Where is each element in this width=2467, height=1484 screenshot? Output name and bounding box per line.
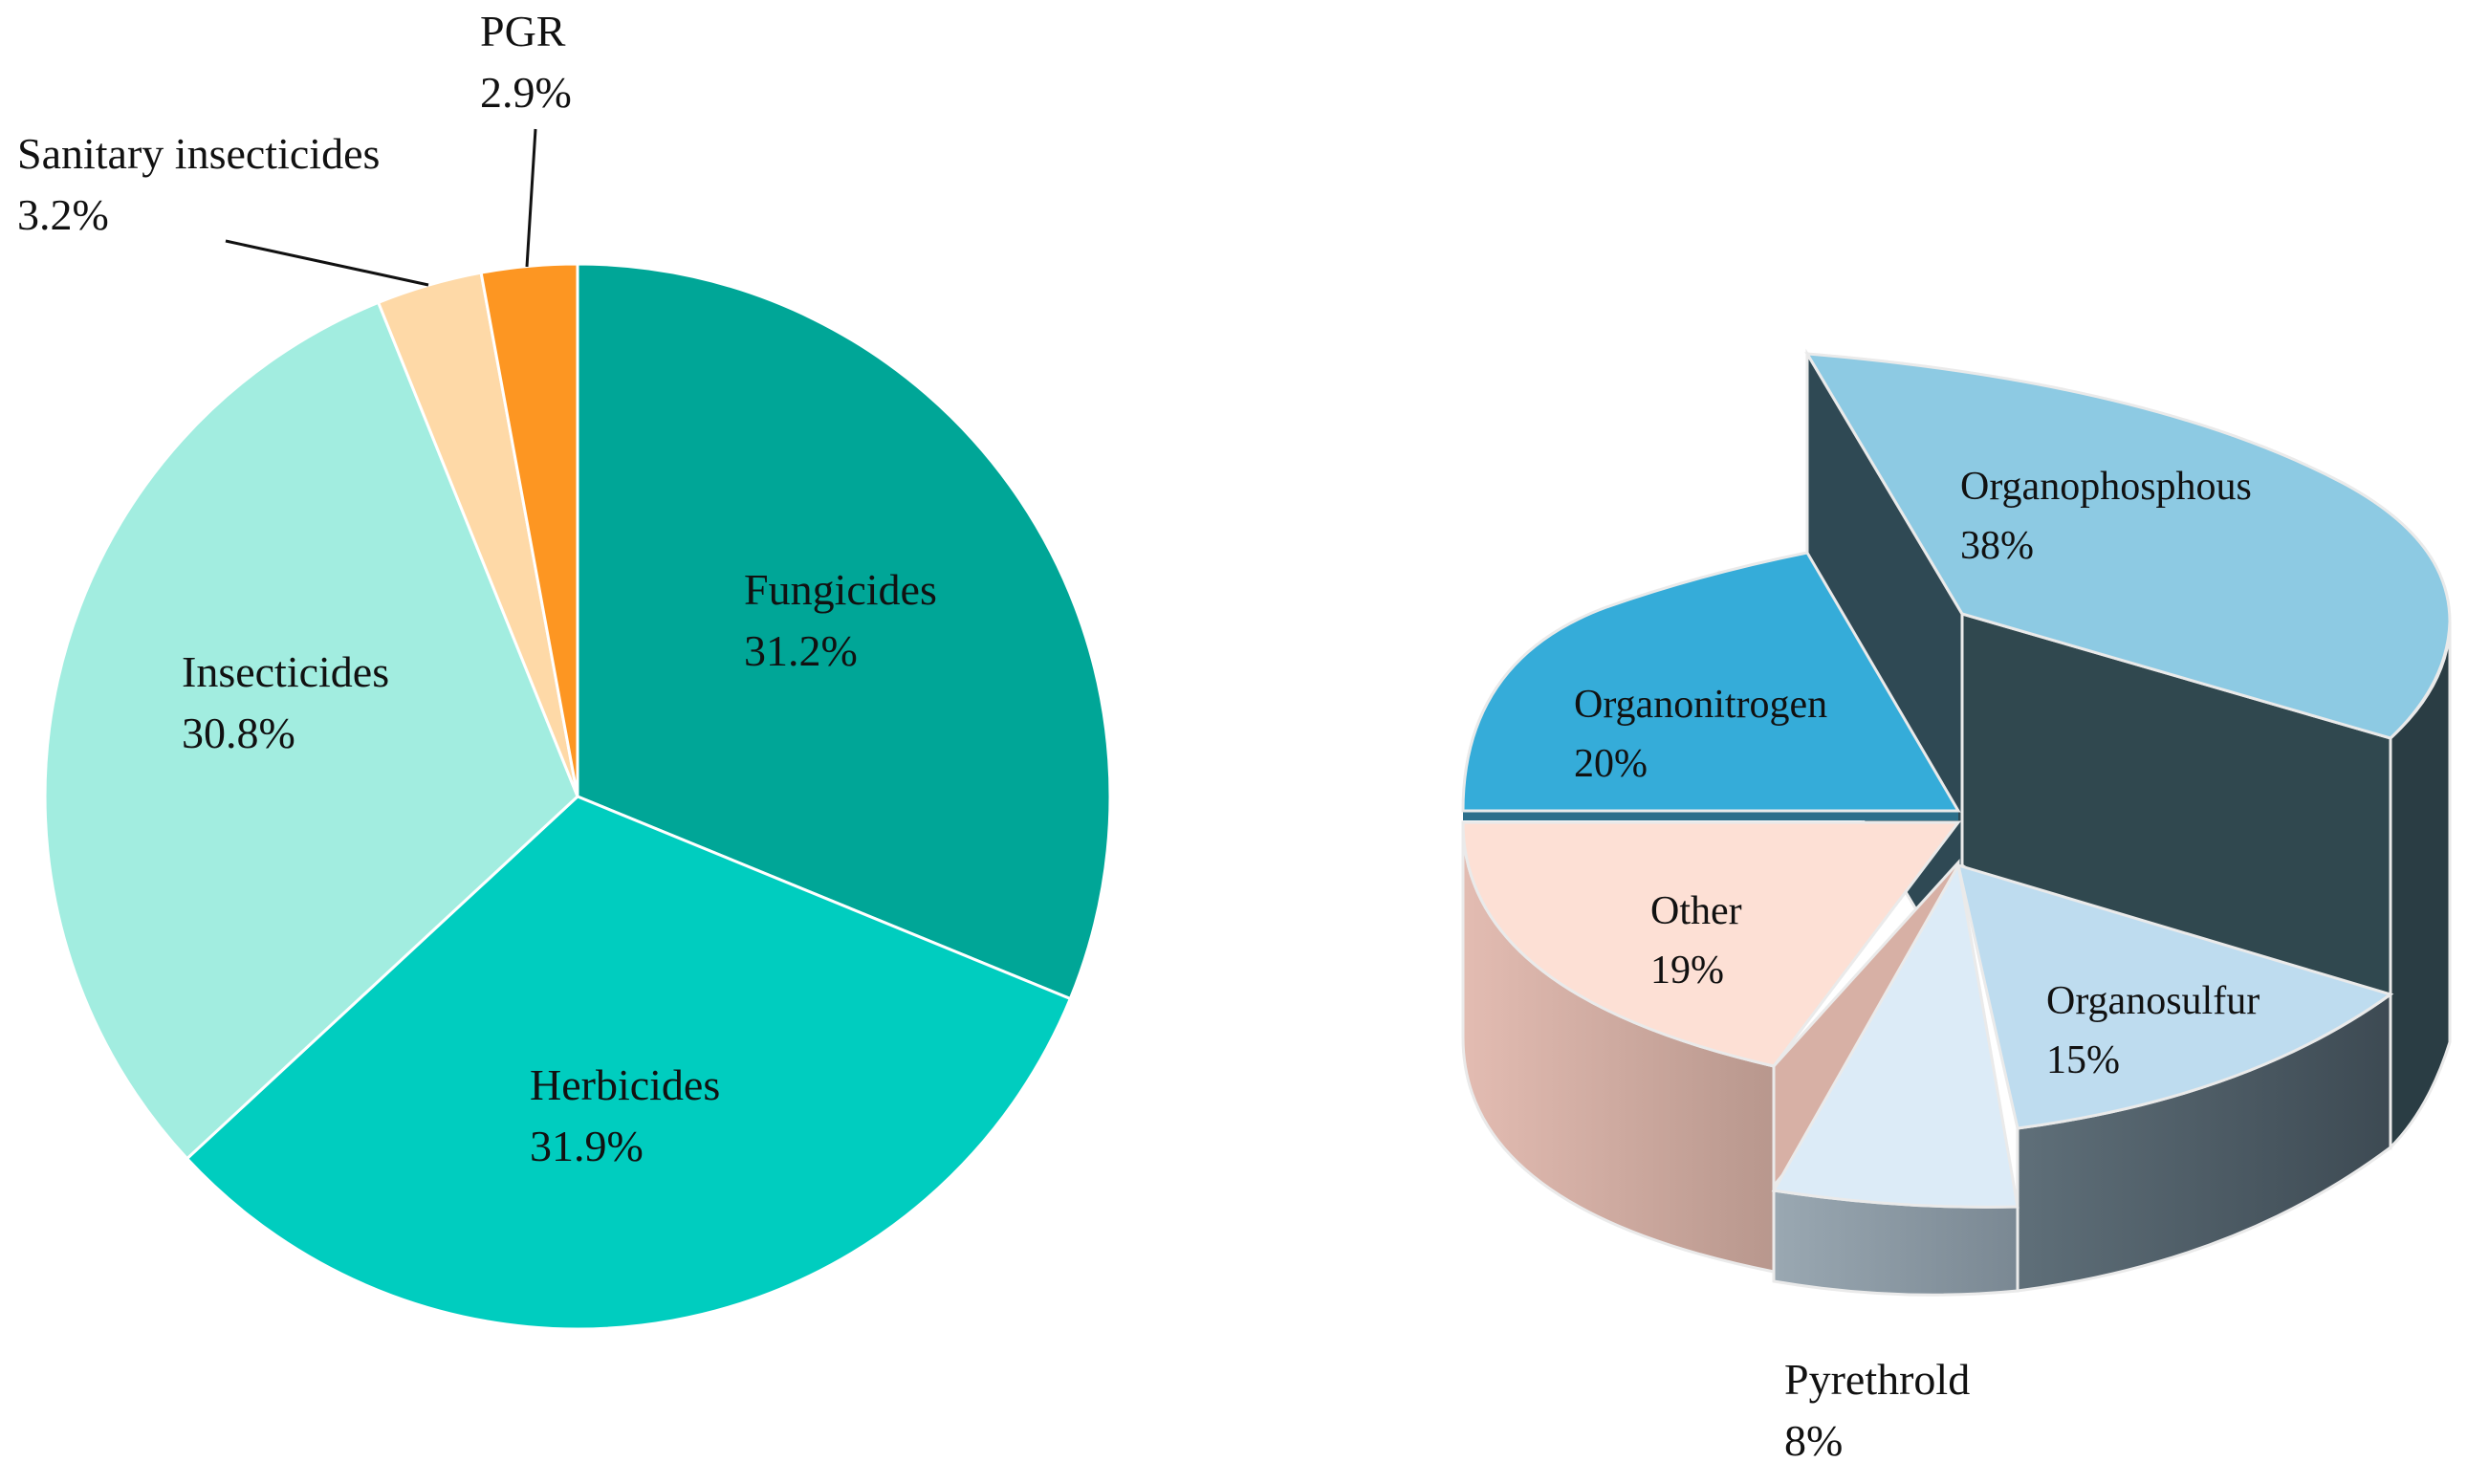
value-organonitrogen: 20%	[1574, 742, 1648, 786]
leader-line-sanitary	[225, 239, 429, 287]
label-other: Other	[1650, 889, 1742, 933]
top-organonitrogen	[1461, 551, 1961, 813]
label-pgr: PGR	[480, 7, 566, 55]
slice-insecticides	[43, 300, 579, 1161]
label-organophosphous: Organophosphous	[1960, 465, 2252, 509]
value-organophosphous: 38%	[1960, 524, 2034, 568]
slice-fungicides	[576, 262, 1112, 1001]
value-pgr: 2.9%	[480, 68, 572, 117]
slice-herbicides	[185, 795, 1073, 1331]
value-sanitary-insecticides: 3.2%	[17, 190, 109, 239]
label-sanitary-insecticides: Sanitary insecticides	[17, 129, 380, 178]
top-organosulfur	[1955, 862, 2394, 1130]
value-other: 19%	[1650, 949, 1724, 993]
value-organosulfur: 15%	[2046, 1038, 2120, 1082]
top-pyrethroid	[1771, 861, 2019, 1209]
label-organosulfur: Organosulfur	[2046, 979, 2260, 1023]
value-herbicides: 31.9%	[530, 1122, 644, 1170]
pie-chart-right-3d: Organophosphous 38% Organonitrogen 20% O…	[1461, 348, 2452, 1465]
value-insecticides: 30.8%	[182, 709, 295, 757]
side-organonitrogen-edge	[1463, 811, 1958, 820]
value-fungicides: 31.2%	[744, 626, 858, 675]
pie-chart-left: Fungicides 31.2% Herbicides 31.9% Insect…	[17, 7, 1112, 1331]
top-other	[1461, 820, 1962, 1068]
top-organophosphous	[1804, 352, 2452, 740]
label-pyrethroid: Pyrethrold	[1784, 1355, 1970, 1404]
label-organonitrogen: Organonitrogen	[1574, 683, 1827, 727]
label-herbicides: Herbicides	[530, 1060, 720, 1109]
label-fungicides: Fungicides	[744, 565, 937, 614]
leader-line-pgr	[525, 128, 537, 268]
label-insecticides: Insecticides	[182, 647, 389, 696]
slice-pgr	[479, 262, 579, 797]
value-pyrethroid: 8%	[1784, 1416, 1843, 1465]
